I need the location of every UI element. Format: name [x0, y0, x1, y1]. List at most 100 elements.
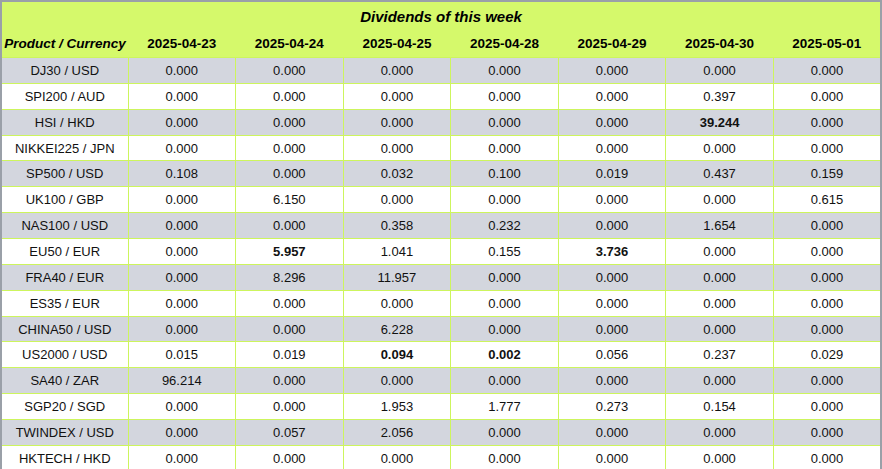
dividend-value-cell: 0.000	[558, 420, 666, 446]
dividend-value-cell: 0.000	[666, 58, 774, 84]
product-cell: HSI / HKD	[1, 109, 128, 135]
product-cell: US2000 / USD	[1, 342, 128, 368]
dividend-value-cell: 0.000	[236, 445, 344, 469]
dividend-value-cell: 0.000	[128, 187, 236, 213]
dividend-value-cell: 0.000	[128, 290, 236, 316]
product-cell: FRA40 / EUR	[1, 264, 128, 290]
dividend-value-cell: 0.000	[343, 58, 451, 84]
date-column-header: 2025-04-23	[128, 30, 236, 58]
dividend-value-cell: 0.000	[343, 109, 451, 135]
dividend-value-cell: 1.777	[451, 394, 559, 420]
dividend-value-cell: 3.736	[558, 239, 666, 265]
dividend-value-cell: 0.397	[666, 83, 774, 109]
dividend-value-cell: 0.000	[451, 420, 559, 446]
product-cell: SPI200 / AUD	[1, 83, 128, 109]
dividend-value-cell: 0.000	[558, 316, 666, 342]
dividend-value-cell: 0.000	[666, 445, 774, 469]
table-row: ES35 / EUR0.0000.0000.0000.0000.0000.000…	[1, 290, 881, 316]
dividend-value-cell: 0.358	[343, 213, 451, 239]
dividend-value-cell: 0.000	[666, 135, 774, 161]
dividend-value-cell: 0.000	[773, 394, 881, 420]
table-row: SPI200 / AUD0.0000.0000.0000.0000.0000.3…	[1, 83, 881, 109]
table-row: NIKKEI225 / JPN0.0000.0000.0000.0000.000…	[1, 135, 881, 161]
dividend-value-cell: 0.000	[451, 290, 559, 316]
date-column-header: 2025-04-30	[666, 30, 774, 58]
product-cell: SA40 / ZAR	[1, 368, 128, 394]
dividend-value-cell: 0.000	[773, 290, 881, 316]
dividend-value-cell: 0.000	[773, 109, 881, 135]
date-column-header: 2025-04-24	[236, 30, 344, 58]
dividend-value-cell: 0.000	[773, 135, 881, 161]
dividend-value-cell: 0.000	[128, 58, 236, 84]
date-column-header: 2025-05-01	[773, 30, 881, 58]
dividend-value-cell: 0.000	[558, 445, 666, 469]
dividend-value-cell: 0.000	[343, 187, 451, 213]
table-row: HSI / HKD0.0000.0000.0000.0000.00039.244…	[1, 109, 881, 135]
dividend-value-cell: 0.000	[773, 264, 881, 290]
dividend-value-cell: 0.000	[773, 213, 881, 239]
dividend-value-cell: 0.000	[558, 368, 666, 394]
dividend-value-cell: 6.228	[343, 316, 451, 342]
dividend-value-cell: 0.000	[128, 109, 236, 135]
dividend-value-cell: 0.000	[236, 213, 344, 239]
dividend-value-cell: 0.273	[558, 394, 666, 420]
dividend-value-cell: 0.000	[773, 239, 881, 265]
product-cell: CHINA50 / USD	[1, 316, 128, 342]
dividend-value-cell: 0.000	[451, 264, 559, 290]
dividend-value-cell: 0.437	[666, 161, 774, 187]
dividend-value-cell: 0.000	[128, 213, 236, 239]
dividend-value-cell: 0.000	[343, 83, 451, 109]
table-row: TWINDEX / USD0.0000.0572.0560.0000.0000.…	[1, 420, 881, 446]
dividend-value-cell: 0.000	[666, 290, 774, 316]
dividend-value-cell: 0.232	[451, 213, 559, 239]
table-title-row: Dividends of this week	[1, 1, 881, 30]
dividend-value-cell: 0.000	[558, 109, 666, 135]
date-column-header: 2025-04-28	[451, 30, 559, 58]
table-row: SP500 / USD0.1080.0000.0320.1000.0190.43…	[1, 161, 881, 187]
dividend-value-cell: 0.000	[128, 445, 236, 469]
dividend-value-cell: 0.000	[666, 420, 774, 446]
table-row: UK100 / GBP0.0006.1500.0000.0000.0000.00…	[1, 187, 881, 213]
dividend-value-cell: 0.108	[128, 161, 236, 187]
dividend-value-cell: 0.000	[666, 316, 774, 342]
dividend-value-cell: 0.000	[128, 239, 236, 265]
dividend-value-cell: 6.150	[236, 187, 344, 213]
product-cell: HKTECH / HKD	[1, 445, 128, 469]
dividend-value-cell: 1.041	[343, 239, 451, 265]
dividend-value-cell: 0.615	[773, 187, 881, 213]
dividend-value-cell: 0.000	[236, 316, 344, 342]
dividend-value-cell: 0.000	[451, 368, 559, 394]
dividend-value-cell: 8.296	[236, 264, 344, 290]
dividend-value-cell: 0.000	[128, 316, 236, 342]
product-cell: ES35 / EUR	[1, 290, 128, 316]
dividend-value-cell: 0.000	[451, 58, 559, 84]
dividend-value-cell: 39.244	[666, 109, 774, 135]
table-row: FRA40 / EUR0.0008.29611.9570.0000.0000.0…	[1, 264, 881, 290]
dividend-value-cell: 0.000	[236, 58, 344, 84]
dividend-value-cell: 0.000	[236, 109, 344, 135]
dividend-value-cell: 1.953	[343, 394, 451, 420]
dividend-value-cell: 0.000	[773, 368, 881, 394]
dividend-value-cell: 0.019	[558, 161, 666, 187]
dividend-value-cell: 0.000	[343, 368, 451, 394]
dividend-value-cell: 0.000	[666, 187, 774, 213]
dividend-value-cell: 0.000	[666, 368, 774, 394]
dividend-value-cell: 0.000	[236, 290, 344, 316]
dividend-value-cell: 0.019	[236, 342, 344, 368]
dividend-value-cell: 0.000	[558, 264, 666, 290]
dividend-value-cell: 0.000	[773, 445, 881, 469]
table-title: Dividends of this week	[1, 1, 881, 30]
dividend-value-cell: 0.000	[236, 161, 344, 187]
dividend-value-cell: 0.000	[558, 58, 666, 84]
table-row: US2000 / USD0.0150.0190.0940.0020.0560.2…	[1, 342, 881, 368]
dividend-value-cell: 0.000	[558, 290, 666, 316]
dividend-value-cell: 0.000	[343, 290, 451, 316]
date-column-header: 2025-04-25	[343, 30, 451, 58]
dividend-value-cell: 0.000	[451, 83, 559, 109]
table-row: HKTECH / HKD0.0000.0000.0000.0000.0000.0…	[1, 445, 881, 469]
column-header-row: Product / Currency2025-04-232025-04-2420…	[1, 30, 881, 58]
dividend-value-cell: 11.957	[343, 264, 451, 290]
dividend-value-cell: 0.057	[236, 420, 344, 446]
dividend-value-cell: 0.000	[666, 239, 774, 265]
dividend-value-cell: 1.654	[666, 213, 774, 239]
